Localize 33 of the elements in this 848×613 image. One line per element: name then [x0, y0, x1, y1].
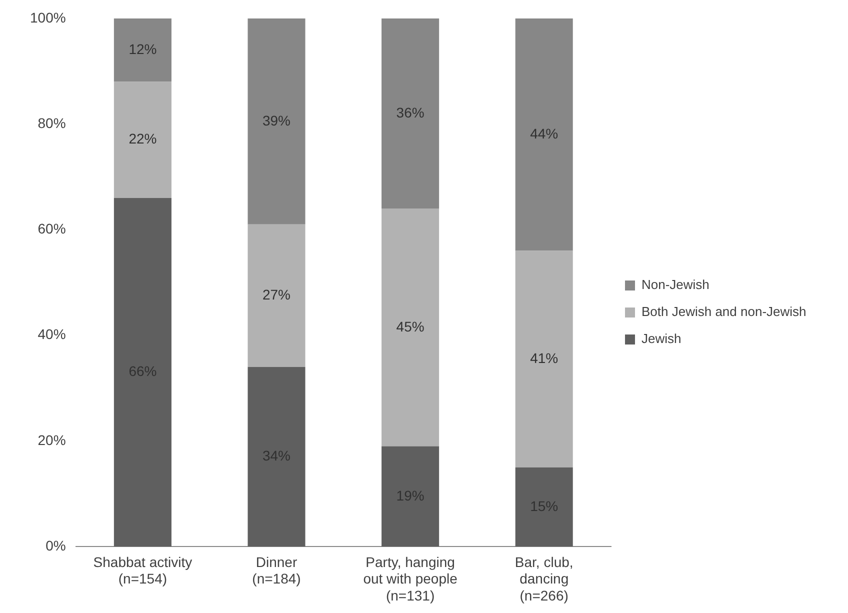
bar: [248, 224, 306, 368]
text: 45%: [396, 318, 424, 334]
x-tick-label: Dinner (n=184): [252, 554, 301, 587]
x-tick-label: Bar, club, dancing (n=266): [514, 554, 574, 604]
bar: [515, 18, 573, 251]
bar: [382, 208, 440, 446]
text: 44%: [530, 125, 558, 142]
bar: [515, 250, 573, 468]
bar: [248, 367, 306, 547]
text: 41%: [530, 350, 558, 366]
bar: [515, 467, 573, 547]
y-tick-label: 100%: [30, 9, 66, 26]
y-tick-label: 0%: [46, 537, 66, 554]
bar: [382, 18, 440, 209]
legend-label: Jewish: [642, 331, 682, 346]
bar: [114, 18, 172, 82]
bar: [248, 18, 306, 224]
text: 12%: [128, 40, 157, 57]
x-tick-label: Party, hanging out with people (n=131): [363, 554, 458, 604]
bar: [382, 446, 440, 547]
text: 39%: [262, 112, 291, 128]
y-tick-label: 80%: [38, 114, 66, 131]
x-tick-label: Shabbat activity (n=154): [93, 554, 192, 587]
y-tick-label: 60%: [38, 220, 66, 237]
text: 36%: [396, 104, 424, 120]
y-tick-label: 40%: [38, 326, 66, 342]
text: 22%: [128, 130, 157, 147]
text: 27%: [262, 286, 291, 303]
y-tick-label: 20%: [38, 432, 66, 448]
bar: [114, 82, 172, 198]
bar: [114, 198, 172, 547]
legend-label: Non-Jewish: [642, 277, 710, 292]
legend-label: Both Jewish and non-Jewish: [642, 304, 806, 320]
